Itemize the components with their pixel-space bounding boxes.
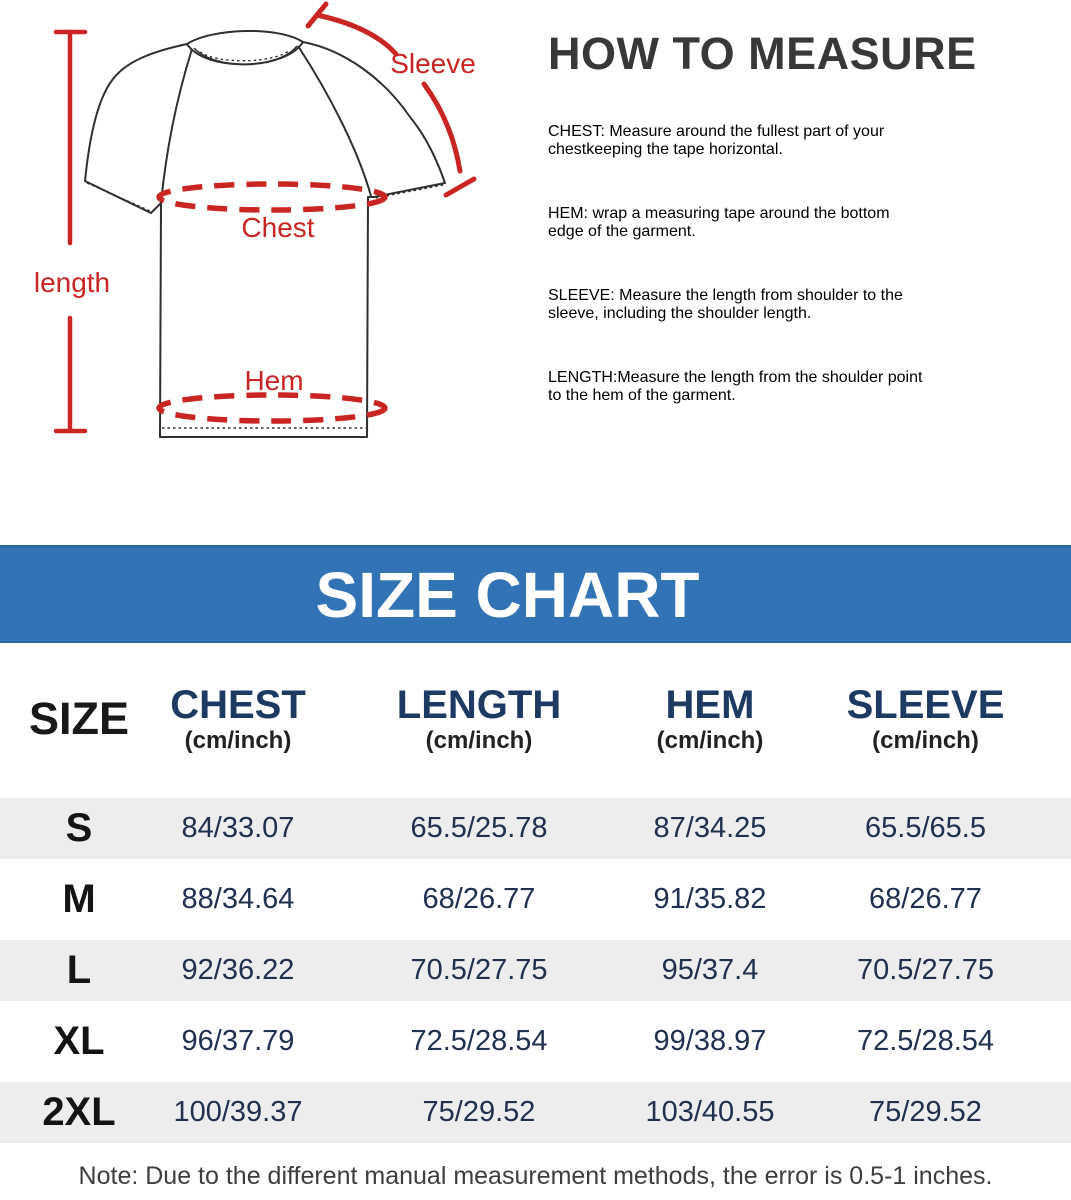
size-cell: M	[62, 877, 96, 921]
column-unit: (cm/inch)	[872, 727, 979, 755]
collar-back-line	[186, 30, 304, 45]
sleeve-cell: 65.5/65.5	[865, 812, 986, 844]
sleeve-label: Sleeve	[390, 48, 476, 79]
hem-cell: 103/40.55	[645, 1096, 775, 1128]
chest-label: Chest	[241, 212, 314, 243]
table-row-l: L 92/36.22 70.5/27.75 95/37.4 70.5/27.75	[0, 935, 1071, 1006]
column-header-length: LENGTH (cm/inch)	[318, 684, 640, 753]
column-unit: (cm/inch)	[425, 727, 533, 755]
raglan-seam-left	[160, 48, 193, 204]
raglan-seam-right	[297, 45, 372, 197]
how-to-measure-title: HOW TO MEASURE	[548, 28, 977, 79]
column-title: SLEEVE	[846, 683, 1005, 728]
instruction-line: sleeve, including the shoulder length.	[548, 305, 812, 323]
how-to-measure-text: HOW TO MEASURE CHEST: Measure around the…	[548, 30, 988, 421]
hem-cell: 99/38.97	[653, 1025, 767, 1057]
tshirt-diagram-svg: length Chest Hem Sleeve	[34, 1, 477, 438]
table-row-xl: XL 96/37.79 72.5/28.54 99/38.97 72.5/28.…	[0, 1006, 1071, 1077]
length-cell: 72.5/28.54	[410, 1025, 548, 1057]
chest-cell: 88/34.64	[181, 883, 295, 915]
chest-measure-ellipse	[156, 181, 388, 213]
sleeve-cell: 68/26.77	[869, 883, 982, 915]
length-measure-line	[53, 29, 88, 434]
tshirt-measurement-diagram: length Chest Hem Sleeve	[0, 0, 535, 545]
table-row-s: S 84/33.07 65.5/25.78 87/34.25 65.5/65.5	[0, 793, 1071, 864]
instruction-list: CHEST: Measure around the fullest part o…	[548, 123, 988, 405]
chest-cell: 92/36.22	[181, 954, 295, 986]
table-row-2xl: 2XL 100/39.37 75/29.52 103/40.55 75/29.5…	[0, 1077, 1071, 1148]
hem-label: Hem	[244, 365, 303, 396]
column-header-size: SIZE	[0, 693, 158, 745]
left-cuff-dotted	[86, 182, 151, 212]
size-table-body: S 84/33.07 65.5/25.78 87/34.25 65.5/65.5…	[0, 793, 1071, 1148]
column-title: HEM	[665, 683, 755, 728]
chest-cell: 84/33.07	[181, 812, 295, 844]
sleeve-cell: 72.5/28.54	[856, 1025, 995, 1057]
length-cell: 70.5/27.75	[410, 954, 548, 986]
sleeve-measure-line	[305, 1, 477, 198]
sleeve-cell: 70.5/27.75	[856, 954, 995, 986]
collar-inner-line	[193, 45, 298, 66]
instruction-line: LENGTH:Measure the length from the shoul…	[548, 369, 923, 387]
right-cuff-dotted	[374, 184, 444, 199]
chest-cell: 96/37.79	[181, 1025, 295, 1057]
measurement-error-note: Note: Due to the different manual measur…	[78, 1162, 993, 1190]
length-cell: 68/26.77	[422, 883, 536, 915]
table-row-m: M 88/34.64 68/26.77 91/35.82 68/26.77	[0, 864, 1071, 935]
column-header-chest: CHEST (cm/inch)	[158, 684, 318, 753]
tshirt-outline	[84, 41, 446, 438]
column-unit: (cm/inch)	[656, 727, 764, 755]
length-label: length	[34, 267, 110, 298]
size-chart-banner: SIZE CHART	[0, 545, 1071, 643]
hem-measure-ellipse	[156, 392, 388, 424]
instruction-line: SLEEVE: Measure the length from shoulder…	[548, 287, 903, 305]
column-header-hem: HEM (cm/inch)	[640, 684, 780, 753]
column-header-sleeve: SLEEVE (cm/inch)	[780, 684, 1071, 753]
sleeve-cell: 75/29.52	[869, 1096, 982, 1128]
column-unit: (cm/inch)	[184, 727, 292, 755]
size-cell: S	[65, 806, 93, 850]
length-cell: 75/29.52	[422, 1096, 536, 1128]
instruction-line: HEM: wrap a measuring tape around the bo…	[548, 205, 890, 223]
hem-cell: 91/35.82	[653, 883, 767, 915]
instruction-line: chestkeeping the tape horizontal.	[548, 141, 783, 159]
size-cell: 2XL	[42, 1090, 116, 1134]
size-cell: XL	[53, 1019, 105, 1063]
size-chart-title: SIZE CHART	[315, 558, 700, 631]
instruction-line: CHEST: Measure around the fullest part o…	[548, 123, 885, 141]
chest-cell: 100/39.37	[173, 1096, 303, 1128]
instruction-line: to the hem of the garment.	[548, 387, 736, 405]
length-cell: 65.5/25.78	[410, 812, 548, 844]
instruction-line: edge of the garment.	[548, 223, 696, 241]
how-to-measure-section: length Chest Hem Sleeve HOW TO MEASURE C…	[0, 0, 1071, 545]
size-cell: L	[66, 948, 92, 992]
hem-cell: 95/37.4	[661, 954, 759, 986]
size-table-header: SIZE CHEST (cm/inch) LENGTH (cm/inch) HE…	[0, 645, 1071, 793]
hem-cell: 87/34.25	[653, 812, 767, 844]
column-title: SIZE	[28, 693, 130, 745]
column-title: CHEST	[170, 683, 306, 728]
column-title: LENGTH	[396, 683, 562, 728]
collar-stitch-dotted	[199, 49, 291, 62]
